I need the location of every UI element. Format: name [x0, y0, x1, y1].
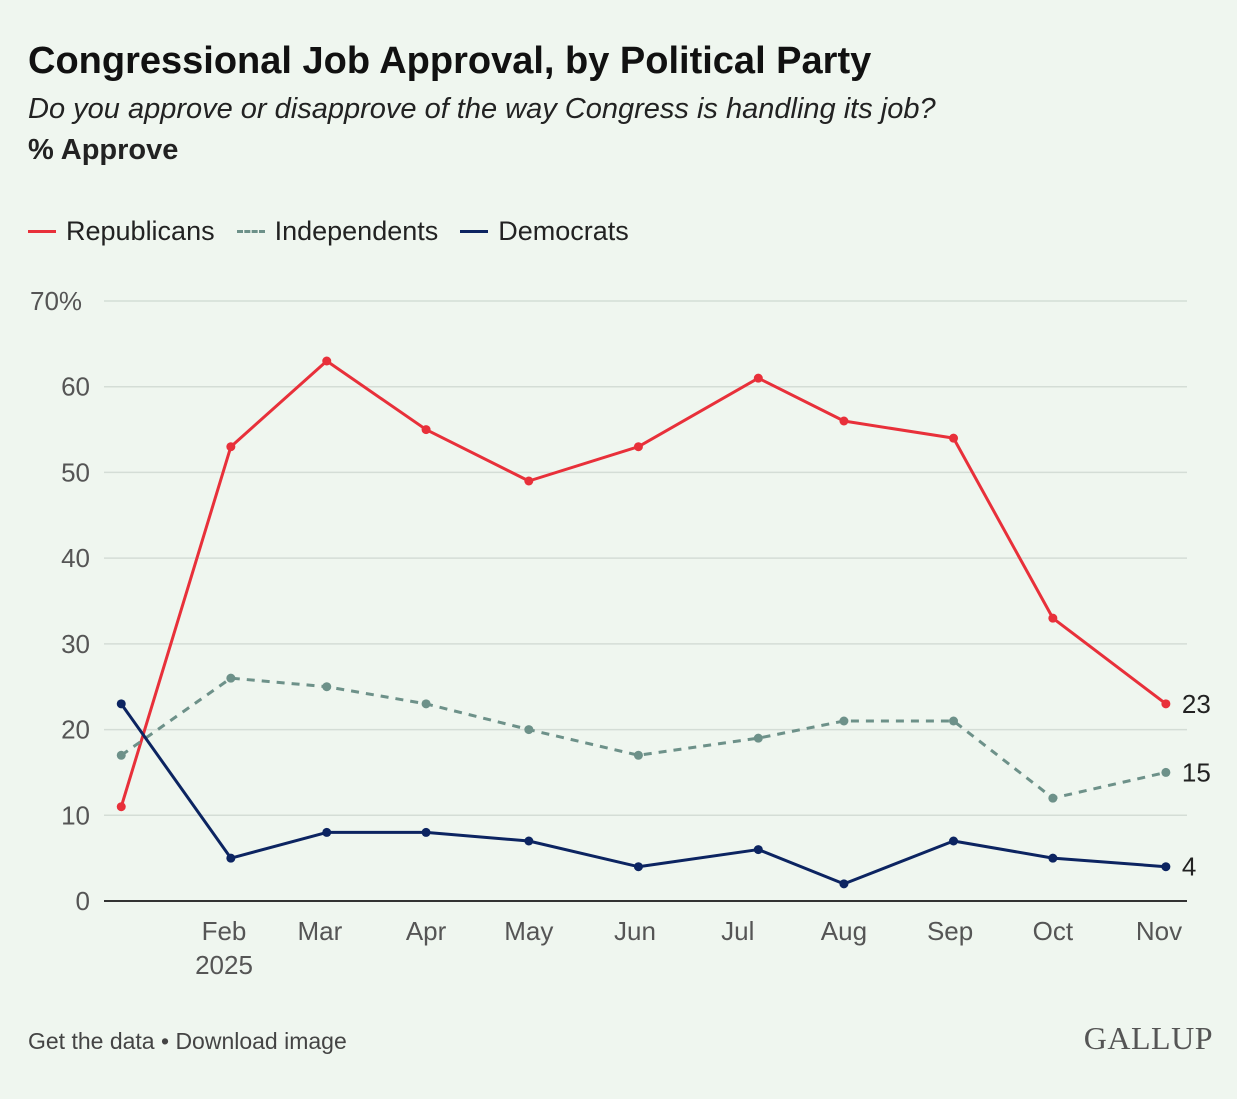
- chart-subtitle: Do you approve or disapprove of the way …: [28, 93, 936, 125]
- data-point-republicans: [753, 373, 763, 383]
- data-point-independents: [1048, 793, 1058, 803]
- series-line-independents: [120, 676, 1167, 800]
- data-point-independents: [949, 716, 959, 726]
- end-label-independents: 15: [1182, 757, 1211, 787]
- x-tick-label: Aug: [821, 916, 867, 946]
- data-point-republicans: [322, 356, 332, 366]
- data-point-independents: [421, 699, 431, 709]
- data-point-republicans: [421, 425, 431, 435]
- legend-label: Democrats: [498, 216, 629, 246]
- data-point-democrats: [839, 879, 849, 889]
- y-tick-label: 40: [61, 543, 90, 573]
- data-point-democrats: [226, 853, 236, 863]
- legend-swatch-democrats: [460, 230, 489, 233]
- data-point-republicans: [633, 442, 643, 452]
- y-tick-label: 30: [61, 629, 90, 659]
- data-point-republicans: [1161, 699, 1171, 709]
- get-data-link[interactable]: Get the data: [28, 1028, 155, 1054]
- x-tick-label: Feb: [202, 916, 247, 946]
- y-tick-label: 20: [61, 715, 90, 745]
- x-tick-label: May: [504, 916, 553, 946]
- x-tick-label: Oct: [1033, 916, 1074, 946]
- data-point-democrats: [524, 836, 534, 846]
- data-point-republicans: [949, 433, 959, 443]
- legend-swatch-republicans: [28, 230, 56, 233]
- download-image-link[interactable]: Download image: [175, 1028, 347, 1054]
- data-point-independents: [753, 733, 763, 743]
- y-tick-label: 0: [76, 886, 90, 916]
- x-tick-label: Nov: [1136, 916, 1182, 946]
- data-point-democrats: [753, 845, 763, 855]
- end-label-democrats: 4: [1182, 852, 1196, 882]
- y-tick-label: 10: [61, 800, 90, 830]
- end-label-republicans: 23: [1182, 689, 1211, 719]
- data-point-independents: [116, 750, 126, 760]
- data-point-democrats: [322, 827, 332, 837]
- legend-republicans: Republicans: [28, 216, 215, 247]
- data-point-democrats: [116, 699, 126, 709]
- data-point-democrats: [633, 862, 643, 872]
- y-tick-label: 50: [61, 457, 90, 487]
- x-tick-label: Jul: [721, 916, 754, 946]
- data-point-democrats: [1048, 853, 1058, 863]
- footer-separator: •: [154, 1028, 176, 1054]
- x-tick-label: Sep: [927, 916, 973, 946]
- data-point-independents: [1161, 767, 1171, 777]
- x-tick-year-label: 2025: [195, 950, 253, 980]
- data-point-democrats: [421, 827, 431, 837]
- data-point-republicans: [524, 476, 534, 486]
- y-measure-label: % Approve: [28, 134, 179, 166]
- legend-label: Republicans: [66, 216, 215, 246]
- chart-title: Congressional Job Approval, by Political…: [28, 40, 872, 82]
- gallup-logo: GALLUP: [1083, 1020, 1213, 1056]
- data-point-republicans: [116, 802, 126, 812]
- x-tick-label: Apr: [406, 916, 447, 946]
- data-point-independents: [633, 750, 643, 760]
- data-point-republicans: [1048, 613, 1058, 623]
- data-point-independents: [524, 725, 534, 735]
- x-tick-label: Jun: [614, 916, 656, 946]
- legend-democrats: Democrats: [460, 216, 629, 247]
- data-point-democrats: [1161, 862, 1171, 872]
- data-point-independents: [226, 673, 236, 683]
- data-point-republicans: [226, 442, 236, 452]
- footer: Get the data • Download image: [28, 1028, 347, 1055]
- legend-label: Independents: [274, 216, 439, 246]
- legend-independents: Independents: [236, 216, 439, 247]
- x-tick-label: Mar: [298, 916, 343, 946]
- data-point-independents: [322, 682, 332, 692]
- y-tick-label: 70%: [30, 286, 82, 316]
- data-point-republicans: [839, 416, 849, 426]
- data-point-independents: [839, 716, 849, 726]
- data-point-democrats: [949, 836, 959, 846]
- series-line-democrats: [120, 702, 1166, 886]
- legend: Republicans Independents Democrats: [28, 216, 629, 247]
- legend-swatch-independents: [236, 230, 265, 233]
- series-line-republicans: [119, 359, 1167, 808]
- y-tick-label: 60: [61, 372, 90, 402]
